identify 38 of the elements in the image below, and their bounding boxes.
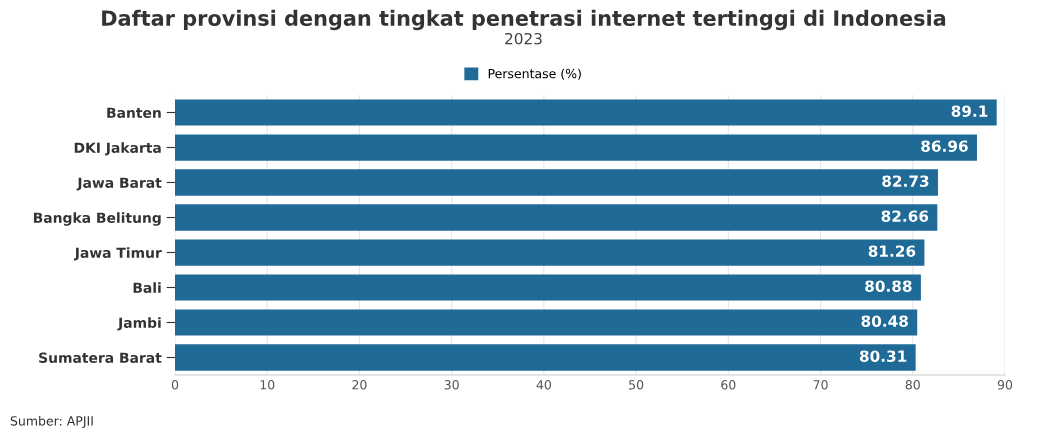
bar (175, 239, 925, 266)
bar (175, 274, 921, 301)
x-tick-label: 70 (813, 380, 828, 390)
x-tick-label: 40 (536, 380, 552, 390)
bar (175, 309, 918, 336)
x-tick-label: 10 (260, 380, 275, 390)
y-tick-label: Sumatera Barat (39, 352, 162, 363)
y-tick-label: Jawa Timur (74, 247, 162, 261)
x-tick-label: 80 (905, 380, 920, 390)
x-tick-label: 0 (171, 380, 179, 390)
data-label: 82.73 (882, 175, 929, 187)
y-tick-label: Bangka Belitung (33, 212, 161, 226)
x-tick-label: 60 (721, 380, 736, 390)
x-tick-label: 20 (352, 380, 367, 390)
bar (175, 344, 916, 371)
x-tick-label: 90 (997, 380, 1013, 390)
y-tick-label: Jambi (117, 317, 161, 331)
x-tick-label: 30 (444, 380, 459, 390)
data-label: 80.31 (859, 350, 907, 362)
data-label: 81.26 (868, 245, 916, 257)
y-tick-label: DKI Jakarta (74, 142, 161, 156)
data-label: 80.88 (865, 280, 912, 292)
data-label: 82.66 (881, 210, 929, 222)
y-tick-label: Bali (133, 282, 161, 293)
data-label: 86.96 (921, 140, 968, 152)
x-tick-label: 50 (629, 380, 644, 390)
text: Sumber: APJII (10, 415, 93, 428)
bar (175, 99, 997, 126)
chart-subtitle: 2023 (505, 32, 542, 45)
bar (175, 204, 938, 231)
data-label: 80.48 (861, 315, 908, 327)
bar (175, 134, 977, 161)
y-tick-label: Jawa Barat (76, 177, 162, 191)
chart-title: Daftar provinsi dengan tingkat penetrasi internet tertinggi di Indonesia (102, 9, 946, 31)
y-tick-label: Banten (107, 107, 161, 118)
data-label: 89.1 (951, 105, 988, 117)
legend-label: Persentase (%) (488, 68, 581, 80)
bar (175, 169, 938, 196)
